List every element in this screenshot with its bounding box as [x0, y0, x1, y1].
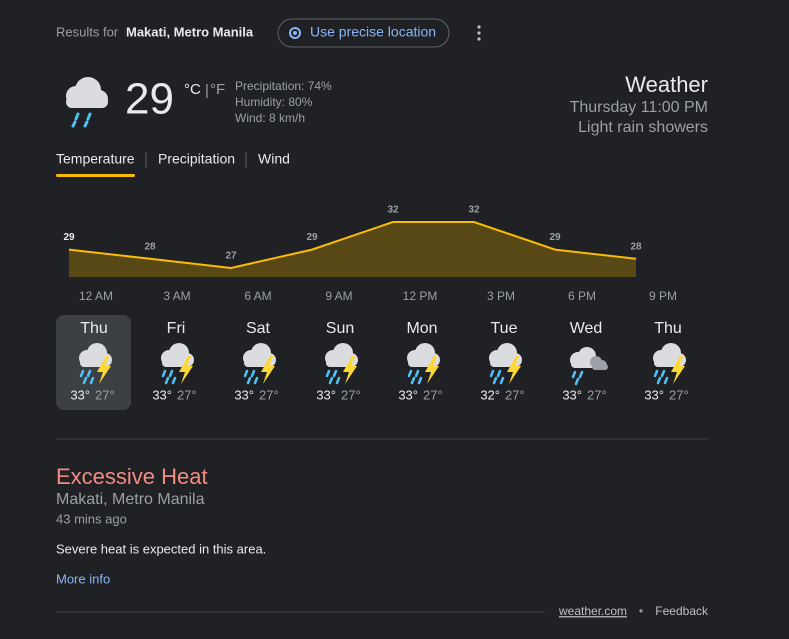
temperature-label: 28	[144, 241, 156, 252]
temperature-label: 32	[387, 205, 399, 216]
day-name: Mon	[406, 320, 437, 337]
temperature-label: 29	[63, 232, 75, 243]
day-low: 27°	[341, 387, 361, 402]
temperature-label: 29	[306, 232, 318, 243]
day-icon	[241, 341, 278, 386]
day-high: 32°	[480, 387, 500, 402]
time-label: 3 AM	[163, 289, 190, 303]
time-label: 9 PM	[649, 289, 677, 303]
day-icon	[651, 341, 688, 386]
time-label: 3 PM	[487, 289, 515, 303]
temperature-label: 28	[630, 241, 642, 252]
tab[interactable]: Temperature	[56, 151, 135, 167]
day-icon	[487, 341, 524, 386]
day-high: 33°	[562, 387, 582, 402]
day-card[interactable]: Mon 33° 27°	[398, 320, 442, 402]
precipitation: Precipitation: 74%	[235, 79, 332, 93]
day-high: 33°	[316, 387, 336, 402]
temperature-label: 32	[468, 205, 480, 216]
day-card[interactable]: Fri 33° 27°	[152, 320, 196, 402]
alert-time: 43 mins ago	[56, 511, 127, 526]
day-icon	[159, 341, 196, 386]
day-high: 33°	[152, 387, 172, 402]
temperature-area	[69, 222, 636, 277]
time-label: 6 AM	[244, 289, 271, 303]
day-card[interactable]: Wed 33° 27°	[562, 320, 610, 402]
temperature-label: 27	[225, 251, 237, 262]
feedback-link[interactable]: Feedback	[655, 604, 709, 618]
day-name: Fri	[167, 320, 186, 337]
precise-location-button[interactable]	[277, 18, 450, 48]
day-low: 27°	[423, 387, 443, 402]
day-low: 27°	[259, 387, 279, 402]
day-low: 27°	[177, 387, 197, 402]
location-icon-dot	[293, 31, 297, 35]
location: Makati, Metro Manila	[126, 24, 254, 39]
current-temp: 29	[125, 75, 174, 124]
day-icon	[405, 341, 442, 386]
unit-c[interactable]: °C	[184, 81, 201, 98]
day-high: 33°	[644, 387, 664, 402]
tab[interactable]: Precipitation	[158, 151, 235, 167]
day-name: Sun	[326, 320, 354, 337]
day-name: Tue	[491, 320, 518, 337]
time-label: 9 AM	[325, 289, 352, 303]
unit-separator: |	[205, 82, 209, 99]
tab[interactable]: Wind	[258, 151, 290, 167]
current-time: Thursday 11:00 PM	[570, 99, 708, 116]
day-high: 33°	[70, 387, 90, 402]
tab-indicator	[56, 174, 135, 177]
alert-location: Makati, Metro Manila	[56, 491, 205, 508]
day-card[interactable]: Thu 33° 27°	[644, 320, 688, 402]
day-card[interactable]: Tue 32° 27°	[480, 320, 524, 402]
more-info-link[interactable]: More info	[56, 571, 110, 586]
day-name: Thu	[80, 320, 108, 337]
day-low: 27°	[669, 387, 689, 402]
time-label: 12 PM	[403, 289, 438, 303]
location-icon	[289, 27, 301, 39]
day-name: Wed	[570, 320, 603, 337]
footer-separator: •	[639, 604, 643, 618]
precise-location-text[interactable]: Use precise location	[310, 24, 436, 40]
more-menu[interactable]	[477, 25, 481, 41]
day-name: Sat	[246, 320, 271, 337]
current-icon	[64, 75, 110, 128]
day-icon	[323, 341, 360, 386]
day-card[interactable]: Sun 33° 27°	[316, 320, 360, 402]
condition: Light rain showers	[578, 119, 708, 136]
alert-description: Severe heat is expected in this area.	[56, 541, 266, 556]
day-card[interactable]: Thu 33° 27°	[56, 315, 131, 410]
day-low: 27°	[505, 387, 525, 402]
humidity: Humidity: 80%	[235, 95, 313, 109]
day-card[interactable]: Sat 33° 27°	[234, 320, 278, 402]
day-icon	[568, 345, 610, 386]
wind: Wind: 8 km/h	[235, 111, 305, 125]
day-name: Thu	[654, 320, 682, 337]
unit-f[interactable]: °F	[210, 81, 225, 98]
day-low: 27°	[95, 387, 115, 402]
time-label: 12 AM	[79, 289, 113, 303]
temperature-label: 29	[549, 232, 561, 243]
time-label: 6 PM	[568, 289, 596, 303]
alert-title: Excessive Heat	[56, 464, 208, 489]
results-for: Results for	[56, 24, 119, 39]
weather-title: Weather	[625, 72, 708, 97]
temperature-line	[68, 221, 637, 270]
day-high: 33°	[234, 387, 254, 402]
day-low: 27°	[587, 387, 607, 402]
day-high: 33°	[398, 387, 418, 402]
source-link[interactable]: weather.com	[558, 604, 627, 618]
